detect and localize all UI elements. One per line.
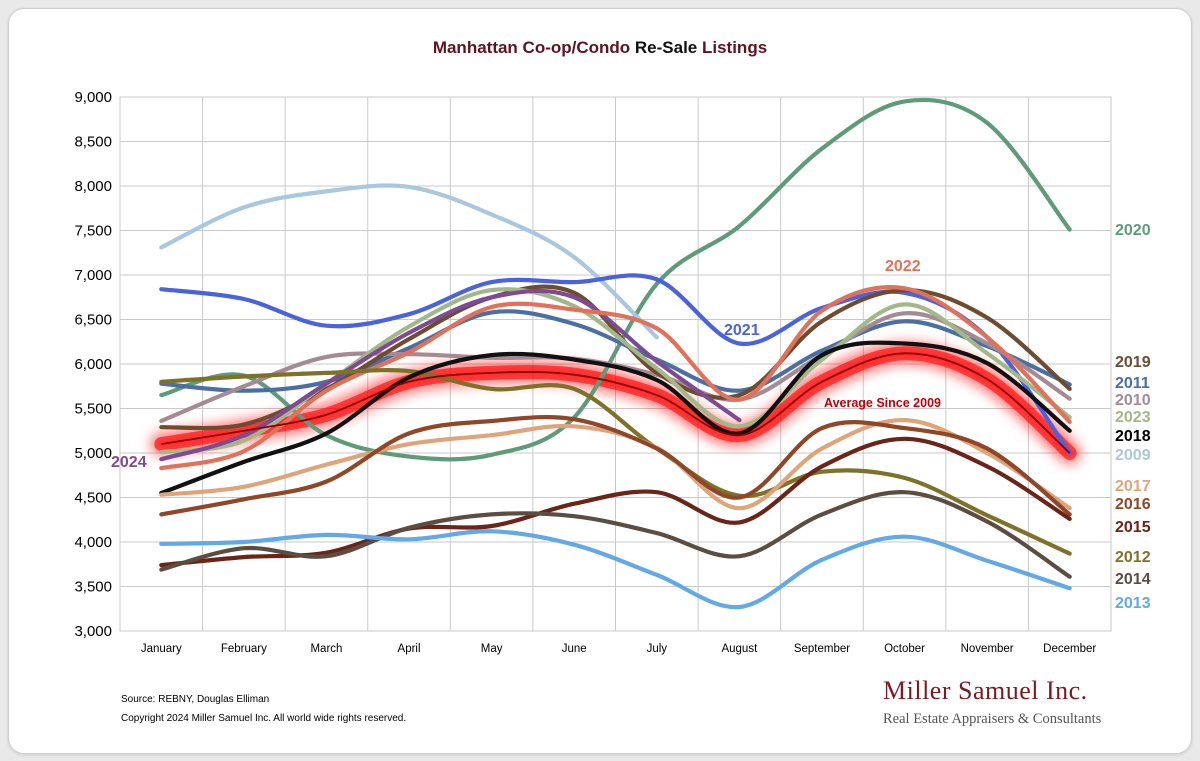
series-line-2022 (159, 285, 1072, 471)
y-tick-label: 7,500 (74, 223, 112, 240)
y-tick-label: 5,500 (74, 401, 112, 418)
y-tick-label: 4,500 (74, 490, 112, 507)
series-label-2020: 2020 (1115, 222, 1151, 239)
average-label: Average Since 2009 (824, 396, 941, 410)
chart-svg: Manhattan Co-op/Condo Re-Sale Listings 3… (74, 38, 1151, 727)
title-part-1: Manhattan Co-op/Condo (433, 38, 635, 57)
x-tick-label: June (562, 643, 587, 655)
series-line-2016 (159, 415, 1072, 517)
average-line-group: Average Since 2009 (161, 352, 1071, 454)
x-tick-label: January (141, 643, 182, 655)
series-label-2015: 2015 (1115, 519, 1151, 536)
x-tick-label: October (884, 643, 925, 655)
x-tick-label: July (647, 643, 668, 655)
x-tick-label: August (721, 643, 758, 655)
series-label-2014: 2014 (1115, 571, 1151, 588)
series-label-2017: 2017 (1115, 478, 1151, 495)
x-axis-ticks: January February March April May June July Augu… (141, 643, 1097, 655)
series-line-2014 (159, 490, 1072, 579)
title-part-2: Re-Sale (635, 38, 697, 57)
series-label-2018: 2018 (1115, 428, 1151, 445)
y-tick-label: 4,000 (74, 534, 112, 551)
x-tick-label: February (221, 643, 267, 655)
series-line-2013 (159, 529, 1072, 610)
chart-frame: Manhattan Co-op/Condo Re-Sale Listings 3… (8, 8, 1192, 754)
y-tick-label: 6,500 (74, 312, 112, 329)
series-label-2009: 2009 (1115, 447, 1151, 464)
x-tick-label: September (794, 643, 850, 655)
x-tick-label: December (1043, 643, 1096, 655)
y-tick-label: 6,000 (74, 356, 112, 373)
series-label-2019: 2019 (1115, 354, 1151, 371)
x-tick-label: April (398, 643, 421, 655)
series-label-2021: 2021 (724, 322, 760, 339)
series-lines (159, 97, 1072, 610)
series-label-2010: 2010 (1115, 392, 1151, 409)
series-line-2018 (159, 340, 1072, 496)
series-line-2021 (159, 273, 1072, 456)
x-tick-label: November (961, 643, 1014, 655)
source-note: Source: REBNY, Douglas Elliman (121, 694, 269, 705)
title-part-3: Listings (697, 38, 767, 57)
series-label-2012: 2012 (1115, 549, 1151, 566)
brand-logo: Miller Samuel Inc. (883, 676, 1088, 705)
series-line-2009 (159, 183, 659, 340)
series-line-2015 (159, 436, 1072, 568)
y-tick-label: 3,000 (74, 623, 112, 640)
y-tick-label: 3,500 (74, 579, 112, 596)
y-tick-label: 7,000 (74, 267, 112, 284)
brand-tagline: Real Estate Appraisers & Consultants (883, 711, 1102, 727)
series-label-2024: 2024 (111, 454, 147, 471)
y-tick-label: 5,000 (74, 445, 112, 462)
y-tick-label: 8,000 (74, 178, 112, 195)
average-line (161, 352, 1071, 454)
series-label-2023: 2023 (1115, 409, 1151, 426)
x-tick-label: March (310, 643, 342, 655)
copyright-note: Copyright 2024 Miller Samuel Inc. All wo… (121, 713, 406, 724)
series-label-2013: 2013 (1115, 595, 1151, 612)
series-label-2016: 2016 (1115, 496, 1151, 513)
series-line-2012 (159, 368, 1072, 556)
series-label-2011: 2011 (1115, 375, 1150, 392)
y-tick-label: 8,500 (74, 134, 112, 151)
y-axis-ticks: 3,000 3,500 4,000 4,500 5,000 5,500 6,000 6,500… (74, 89, 112, 640)
series-label-2022: 2022 (885, 258, 921, 275)
x-tick-label: May (481, 643, 503, 655)
chart-title: Manhattan Co-op/Condo Re-Sale Listings (433, 38, 767, 57)
series-line-2011 (159, 309, 1072, 393)
y-tick-label: 9,000 (74, 89, 112, 106)
